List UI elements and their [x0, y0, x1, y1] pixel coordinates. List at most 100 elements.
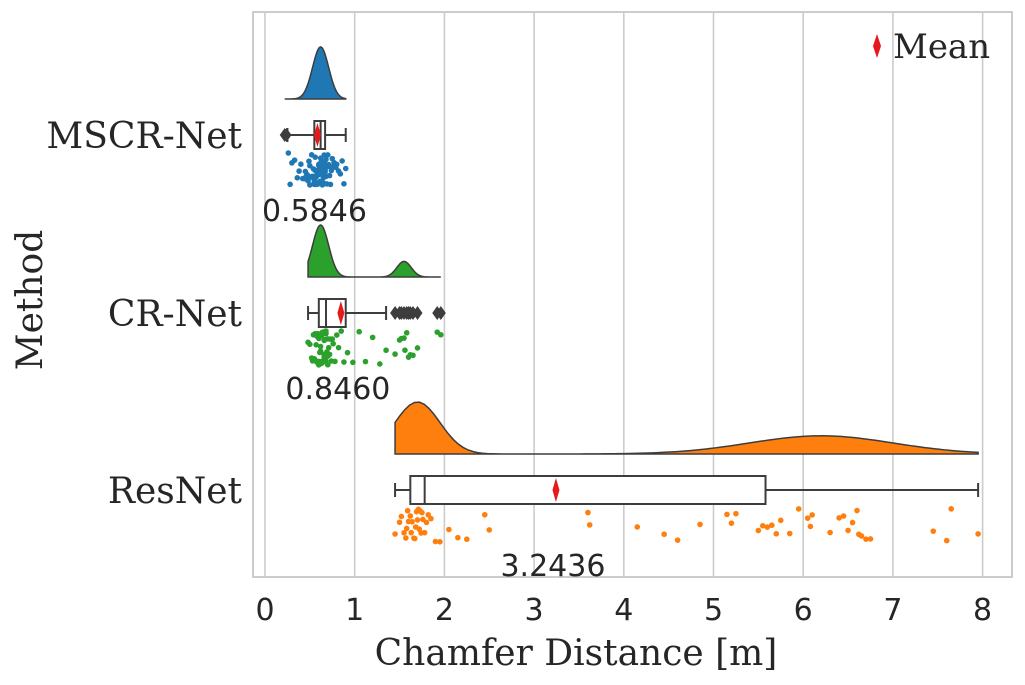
rain-point-resnet [446, 526, 452, 533]
rain-point-resnet [455, 534, 461, 541]
x-tick-label: 6 [794, 593, 813, 628]
boxplot-resnet [394, 475, 980, 505]
density-cloud-resnet [394, 401, 979, 455]
rain-point-cr-net [332, 358, 338, 365]
rain-point-resnet [481, 511, 488, 518]
rain-point-mscr-net [287, 181, 293, 188]
rain-point-resnet [428, 515, 434, 522]
rain-point-mscr-net [339, 158, 345, 164]
rain-point-mscr-net [313, 174, 319, 180]
rain-point-resnet [858, 533, 865, 539]
rain-point-resnet [403, 535, 409, 541]
rain-point-cr-net [325, 344, 332, 351]
rain-point-resnet [807, 523, 814, 530]
rain-point-resnet [423, 519, 430, 526]
rain-point-resnet [773, 530, 780, 537]
x-tick-labels: 0 1 2 3 4 5 6 7 8 [255, 593, 992, 628]
rain-point-cr-net [307, 341, 313, 348]
rain-point-cr-net [326, 351, 333, 358]
y-tick-label-resnet: ResNet [108, 471, 243, 512]
mean-marker [313, 123, 321, 147]
y-tick-label-mscr-net: MSCR-Net [46, 116, 242, 157]
rain-point-cr-net [410, 352, 416, 359]
rain-point-resnet [728, 520, 735, 526]
rain-point-mscr-net [333, 161, 340, 168]
mean-label-resnet: 3.2436 [500, 549, 605, 584]
rain-point-mscr-net [327, 181, 334, 188]
rain-point-cr-net [414, 345, 421, 351]
rain-point-cr-net [319, 329, 326, 336]
rain-point-mscr-net [337, 171, 344, 177]
rain-point-cr-net [402, 347, 408, 353]
rain-point-cr-net [312, 357, 319, 364]
rain-point-cr-net [338, 328, 345, 334]
rain-point-resnet [733, 510, 739, 517]
rain-point-resnet [486, 527, 493, 533]
rain-point-cr-net [350, 359, 356, 366]
rain-point-resnet [437, 539, 443, 545]
rain-point-mscr-net [307, 182, 313, 188]
rain-point-resnet [396, 519, 403, 526]
rain-point-resnet [769, 522, 775, 529]
x-tick-label: 1 [345, 593, 364, 628]
rain-point-resnet [943, 537, 950, 544]
rain-point-cr-net [330, 340, 336, 347]
rain-point-cr-net [341, 359, 347, 365]
rain-point-cr-net [318, 360, 325, 367]
rain-point-resnet [634, 524, 641, 530]
x-tick-label: 4 [614, 593, 633, 628]
rain-point-cr-net [377, 361, 383, 367]
rain-point-resnet [401, 529, 407, 536]
rain-point-resnet [697, 521, 703, 528]
rain-point-mscr-net [307, 162, 313, 169]
mean-label-mscr-net: 0.5846 [262, 194, 367, 229]
mean-label-cr-net: 0.8460 [285, 372, 390, 407]
rain-point-resnet [724, 511, 730, 518]
y-tick-labels: MSCR-Net CR-Net ResNet [46, 116, 242, 512]
outlier-marker [412, 306, 423, 320]
rain-point-cr-net [321, 351, 328, 358]
rain-point-mscr-net [285, 150, 292, 156]
rain-point-mscr-net [306, 158, 312, 165]
rain-point-resnet [464, 536, 470, 543]
rain-point-mscr-net [323, 173, 329, 180]
rain-point-mscr-net [311, 179, 318, 186]
grid-lines [264, 12, 984, 577]
x-tick-label: 5 [704, 593, 723, 628]
rain-point-resnet [403, 525, 410, 532]
rain-point-cr-net [383, 347, 389, 354]
rain-point-cr-net [324, 361, 331, 368]
rain-point-resnet [777, 517, 784, 524]
rain-point-cr-net [317, 343, 324, 350]
x-tick-label: 2 [435, 593, 454, 628]
legend-mean-label: Mean [893, 27, 990, 67]
rain-point-cr-net [329, 336, 336, 342]
plot-frame [252, 11, 1013, 578]
rain-point-mscr-net [321, 162, 328, 168]
legend: Mean [873, 27, 990, 67]
rain-points [285, 150, 981, 545]
rain-point-resnet [827, 529, 833, 536]
rain-point-resnet [795, 506, 802, 512]
rain-point-mscr-net [298, 161, 304, 167]
rain-point-resnet [849, 519, 856, 526]
rain-point-resnet [809, 512, 815, 518]
density-cloud-cr-net [307, 224, 441, 278]
rain-point-resnet [930, 528, 937, 534]
rain-point-cr-net [438, 331, 444, 338]
rain-point-mscr-net [326, 163, 333, 170]
rain-point-resnet [948, 506, 955, 512]
rain-point-mscr-net [324, 152, 331, 158]
rain-point-resnet [414, 517, 421, 523]
rain-point-mscr-net [312, 154, 319, 160]
rain-point-resnet [840, 513, 847, 519]
rain-point-resnet [804, 515, 811, 521]
rain-point-resnet [585, 509, 591, 516]
rain-point-resnet [417, 508, 423, 514]
rain-point-resnet [975, 531, 981, 537]
rain-point-resnet [764, 524, 771, 530]
rain-point-cr-net [401, 335, 407, 341]
rain-point-cr-net [362, 358, 369, 365]
x-tick-label: 0 [255, 593, 274, 628]
